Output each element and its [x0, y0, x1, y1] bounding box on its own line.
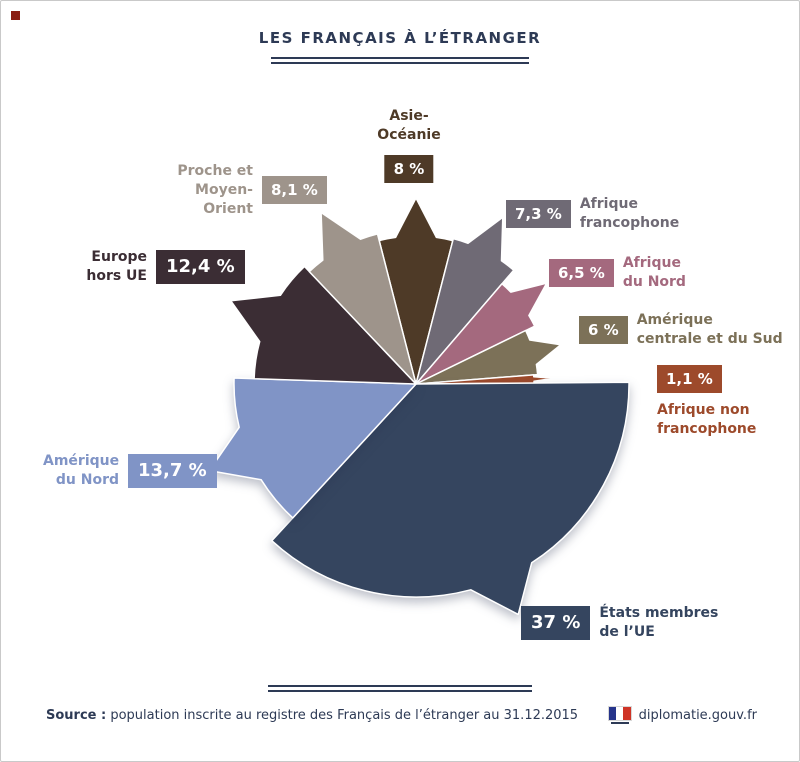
title-divider: [271, 57, 529, 64]
pie-slice-proche-moyen-orient: [308, 211, 417, 385]
site-link: diplomatie.gouv.fr: [638, 708, 757, 723]
page-title: LES FRANÇAIS À L’ÉTRANGER: [258, 29, 542, 47]
source-text: Source : population inscrite au registre…: [46, 708, 578, 723]
pie-slice-afrique-francophone: [415, 216, 515, 385]
pie-slice-etats-membres-ue: [271, 381, 630, 616]
pie-slice-asie-oceanie: [378, 197, 454, 385]
source-label: Source :: [46, 708, 107, 723]
french-flag-icon: [607, 706, 632, 724]
footer: Source : population inscrite au registre…: [46, 706, 757, 724]
diplomatie-logo: diplomatie.gouv.fr: [607, 706, 757, 724]
pie-slice-amerique-centrale-sud: [415, 329, 562, 385]
corner-mark: [11, 11, 20, 20]
source-body: population inscrite au registre des Fran…: [106, 708, 579, 723]
pie-slice-afrique-du-nord: [415, 282, 548, 385]
pie-slice-europe-hors-ue: [230, 265, 417, 385]
footer-divider: [268, 685, 532, 692]
